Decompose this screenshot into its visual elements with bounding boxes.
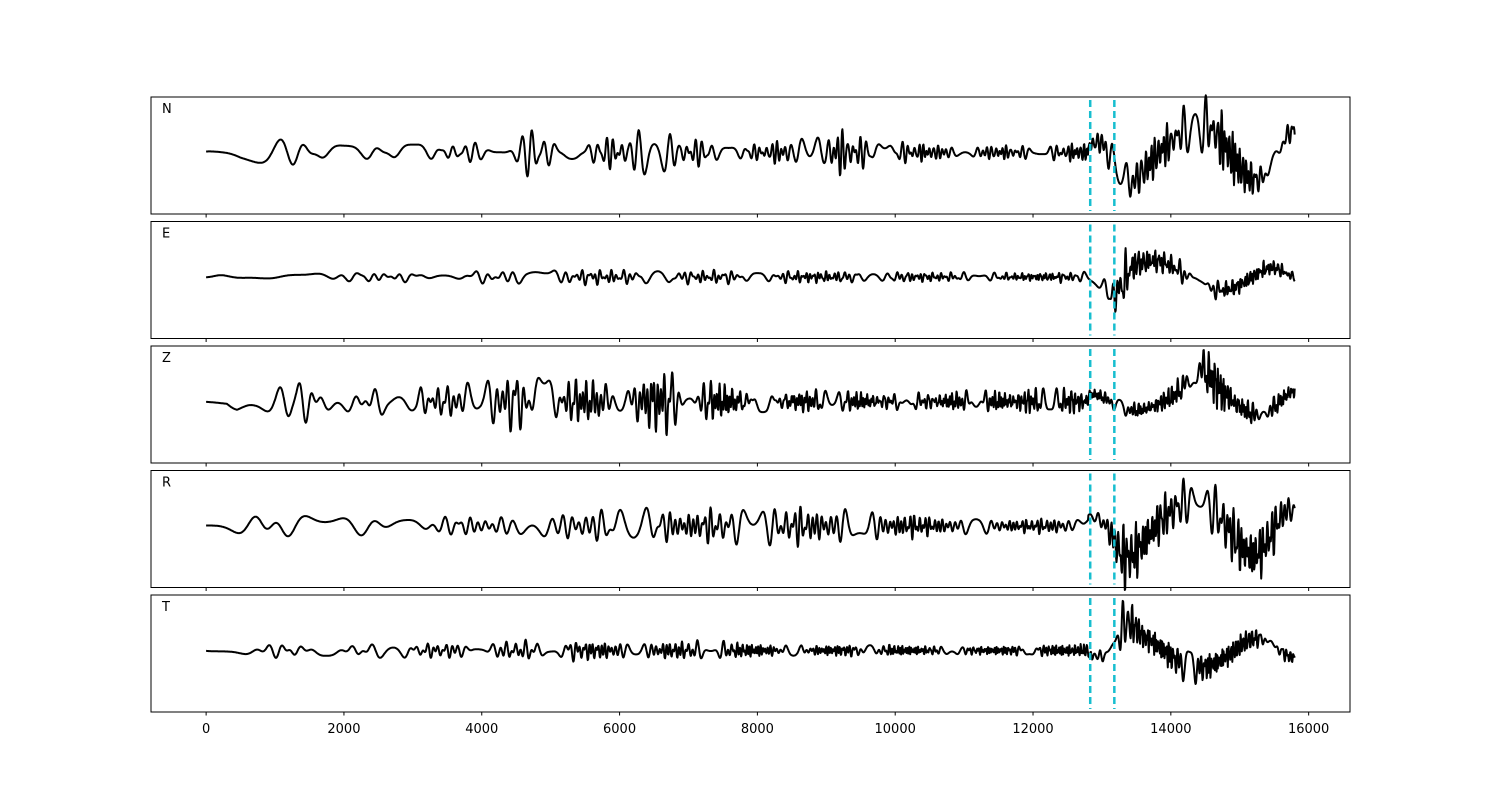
trace-t — [205, 599, 1296, 685]
x-tick-label: 6000 — [603, 722, 636, 737]
trace-z — [205, 349, 1296, 437]
panel-label: T — [161, 600, 170, 615]
x-tick-label: 10000 — [875, 722, 916, 737]
panel-frame — [150, 221, 1351, 339]
trace-n — [205, 94, 1296, 198]
x-tick-label: 4000 — [465, 722, 498, 737]
x-axis: 0 2000 4000 6000 8000 10000 12000 14000 16000 — [202, 722, 1329, 737]
x-tick-label: 0 — [202, 722, 210, 737]
x-tick-label: 2000 — [327, 722, 360, 737]
trace-e — [205, 247, 1296, 313]
panel-frame — [150, 594, 1351, 713]
panels-layer: N E Z R T — [150, 94, 1351, 716]
panel-label: N — [162, 102, 172, 117]
panel-z: Z — [150, 345, 1351, 467]
panel-t: T — [150, 594, 1351, 716]
x-tick-label: 12000 — [1012, 722, 1053, 737]
panel-label: Z — [162, 351, 171, 366]
panel-frame — [150, 96, 1351, 215]
panel-n: N — [150, 94, 1351, 218]
panel-frame — [150, 345, 1351, 464]
panel-label: R — [162, 476, 171, 491]
panel-label: E — [162, 227, 170, 242]
x-tick-label: 16000 — [1288, 722, 1329, 737]
trace-r — [205, 477, 1296, 591]
x-tick-label: 14000 — [1150, 722, 1191, 737]
panel-e: E — [150, 221, 1351, 342]
x-tick-label: 8000 — [741, 722, 774, 737]
panel-frame — [150, 470, 1351, 588]
panel-r: R — [150, 470, 1351, 591]
